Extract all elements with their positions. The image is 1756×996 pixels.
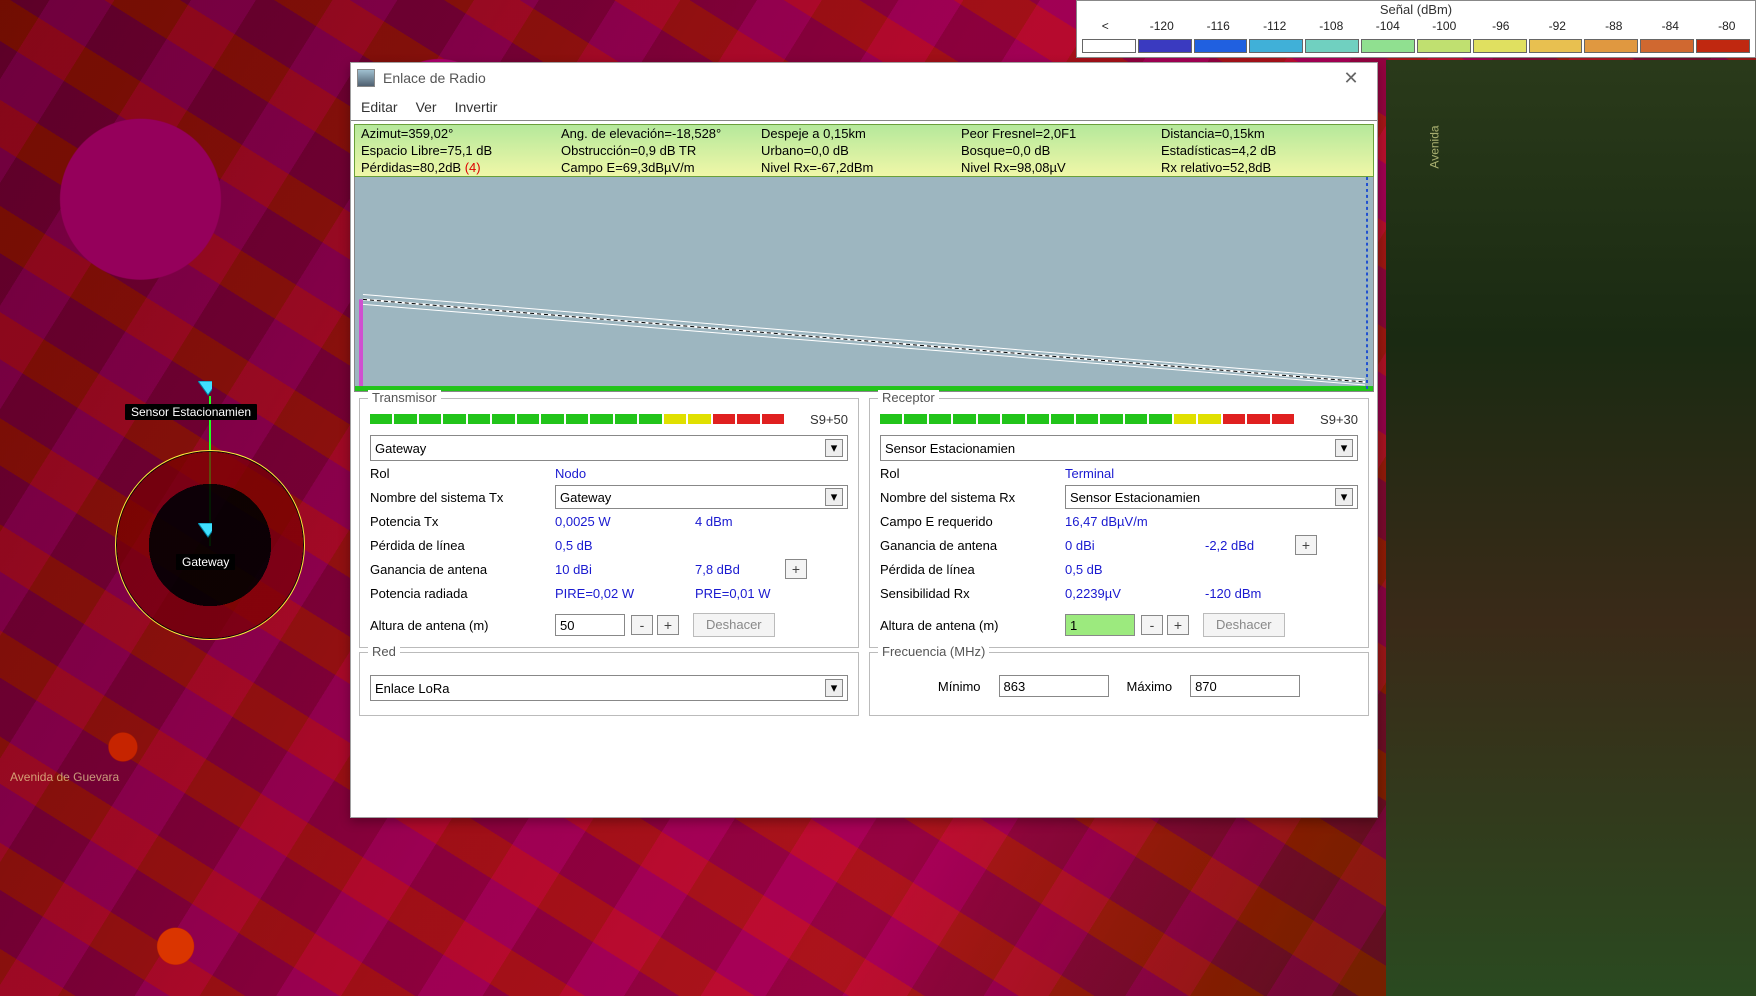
res-forest: Bosque=0,0 dB [955, 142, 1155, 159]
freq-title: Frecuencia (MHz) [878, 644, 989, 659]
menu-ver[interactable]: Ver [416, 99, 437, 115]
rx-height-input[interactable] [1065, 614, 1135, 636]
rx-signal-bar [880, 414, 1294, 424]
tx-height-plus[interactable]: + [657, 615, 679, 635]
legend-swatch [1361, 39, 1415, 53]
legend-value: -112 [1247, 19, 1304, 37]
app-icon [357, 69, 375, 87]
marker-gateway[interactable] [198, 524, 212, 538]
legend-swatch [1194, 39, 1248, 53]
res-stats: Estadísticas=4,2 dB [1155, 142, 1355, 159]
legend-swatch [1696, 39, 1750, 53]
rx-height-minus[interactable]: - [1141, 615, 1163, 635]
coverage-circle[interactable] [115, 450, 305, 640]
legend-value: -84 [1642, 19, 1699, 37]
network-combo[interactable]: Enlace LoRa ▾ [370, 675, 848, 701]
legend-value: -108 [1303, 19, 1360, 37]
terrain-profile[interactable] [354, 177, 1374, 392]
rx-signal-label: S9+30 [1298, 412, 1358, 427]
chevron-down-icon[interactable]: ▾ [1335, 439, 1353, 457]
res-free: Espacio Libre=75,1 dB [355, 142, 555, 159]
titlebar[interactable]: Enlace de Radio ✕ [351, 63, 1377, 93]
receiver-panel: Receptor S9+30 Sensor Estacionamien ▾ Ro… [869, 398, 1369, 648]
legend-swatch [1417, 39, 1471, 53]
freq-min-input[interactable] [999, 675, 1109, 697]
res-elev: Ang. de elevación=-18,528° [555, 125, 755, 142]
legend-value: -80 [1699, 19, 1756, 37]
marker-sensor[interactable] [198, 382, 212, 396]
network-panel: Red Enlace LoRa ▾ [359, 652, 859, 716]
legend-value: -92 [1529, 19, 1586, 37]
res-obst: Obstrucción=0,9 dB TR [555, 142, 755, 159]
rx-station-combo[interactable]: Sensor Estacionamien ▾ [880, 435, 1358, 461]
legend-swatch [1529, 39, 1583, 53]
legend-swatch [1249, 39, 1303, 53]
tx-height-minus[interactable]: - [631, 615, 653, 635]
rx-role: Terminal [1065, 466, 1205, 481]
transmitter-panel: Transmisor S9+50 Gateway ▾ RolNodo Nombr… [359, 398, 859, 648]
res-azimut: Azimut=359,02° [355, 125, 555, 142]
rx-gain-plus[interactable]: + [1295, 535, 1317, 555]
window-title: Enlace de Radio [383, 70, 1331, 86]
marker-gateway-label: Gateway [176, 554, 235, 570]
res-rxlvl: Nivel Rx=-67,2dBm [755, 159, 955, 176]
tx-gain-plus[interactable]: + [785, 559, 807, 579]
rx-height-plus[interactable]: + [1167, 615, 1189, 635]
legend-swatch [1305, 39, 1359, 53]
legend-swatch [1082, 39, 1136, 53]
tx-system-combo[interactable]: Gateway▾ [555, 485, 848, 509]
tx-undo-button[interactable]: Deshacer [693, 613, 775, 637]
legend-value: < [1077, 19, 1134, 37]
menu-editar[interactable]: Editar [361, 99, 398, 115]
rx-title: Receptor [878, 390, 939, 405]
res-urban: Urbano=0,0 dB [755, 142, 955, 159]
close-icon[interactable]: ✕ [1331, 68, 1371, 89]
legend-value: -88 [1586, 19, 1643, 37]
legend-swatch [1584, 39, 1638, 53]
res-efield: Campo E=69,3dBµV/m [555, 159, 755, 176]
res-loss: Pérdidas=80,2dB (4) [355, 159, 555, 176]
results-grid: Azimut=359,02° Ang. de elevación=-18,528… [354, 124, 1374, 177]
res-clear: Despeje a 0,15km [755, 125, 955, 142]
legend-swatch [1138, 39, 1192, 53]
legend-swatch [1640, 39, 1694, 53]
tx-signal-bar [370, 414, 784, 424]
legend-value: -96 [1473, 19, 1530, 37]
tx-signal-label: S9+50 [788, 412, 848, 427]
legend-value: -104 [1360, 19, 1417, 37]
frequency-panel: Frecuencia (MHz) Mínimo Máximo [869, 652, 1369, 716]
legend-value: -100 [1416, 19, 1473, 37]
legend-value: -116 [1190, 19, 1247, 37]
menu-invertir[interactable]: Invertir [455, 99, 498, 115]
rx-system-combo[interactable]: Sensor Estacionamien▾ [1065, 485, 1358, 509]
chevron-down-icon[interactable]: ▾ [825, 439, 843, 457]
map-background-right[interactable] [1386, 60, 1756, 996]
freq-max-input[interactable] [1190, 675, 1300, 697]
res-fresnel: Peor Fresnel=2,0F1 [955, 125, 1155, 142]
tx-height-input[interactable] [555, 614, 625, 636]
road-label-2: Avenida [1427, 125, 1441, 168]
legend-title: Señal (dBm) [1077, 1, 1755, 19]
menubar: Editar Ver Invertir [351, 93, 1377, 121]
legend-value: -120 [1134, 19, 1191, 37]
tx-title: Transmisor [368, 390, 441, 405]
chevron-down-icon[interactable]: ▾ [1335, 488, 1353, 506]
tx-role: Nodo [555, 466, 695, 481]
res-dist: Distancia=0,15km [1155, 125, 1355, 142]
res-rxuv: Nivel Rx=98,08µV [955, 159, 1155, 176]
signal-legend: Señal (dBm) <-120-116-112-108-104-100-96… [1076, 0, 1756, 58]
chevron-down-icon[interactable]: ▾ [825, 488, 843, 506]
radio-link-dialog: Enlace de Radio ✕ Editar Ver Invertir Az… [350, 62, 1378, 818]
legend-swatch [1473, 39, 1527, 53]
res-rxrel: Rx relativo=52,8dB [1155, 159, 1355, 176]
marker-sensor-label: Sensor Estacionamien [125, 404, 257, 420]
tx-station-combo[interactable]: Gateway ▾ [370, 435, 848, 461]
net-title: Red [368, 644, 400, 659]
road-label-1: Avenida de Guevara [10, 770, 119, 784]
chevron-down-icon[interactable]: ▾ [825, 679, 843, 697]
rx-undo-button[interactable]: Deshacer [1203, 613, 1285, 637]
